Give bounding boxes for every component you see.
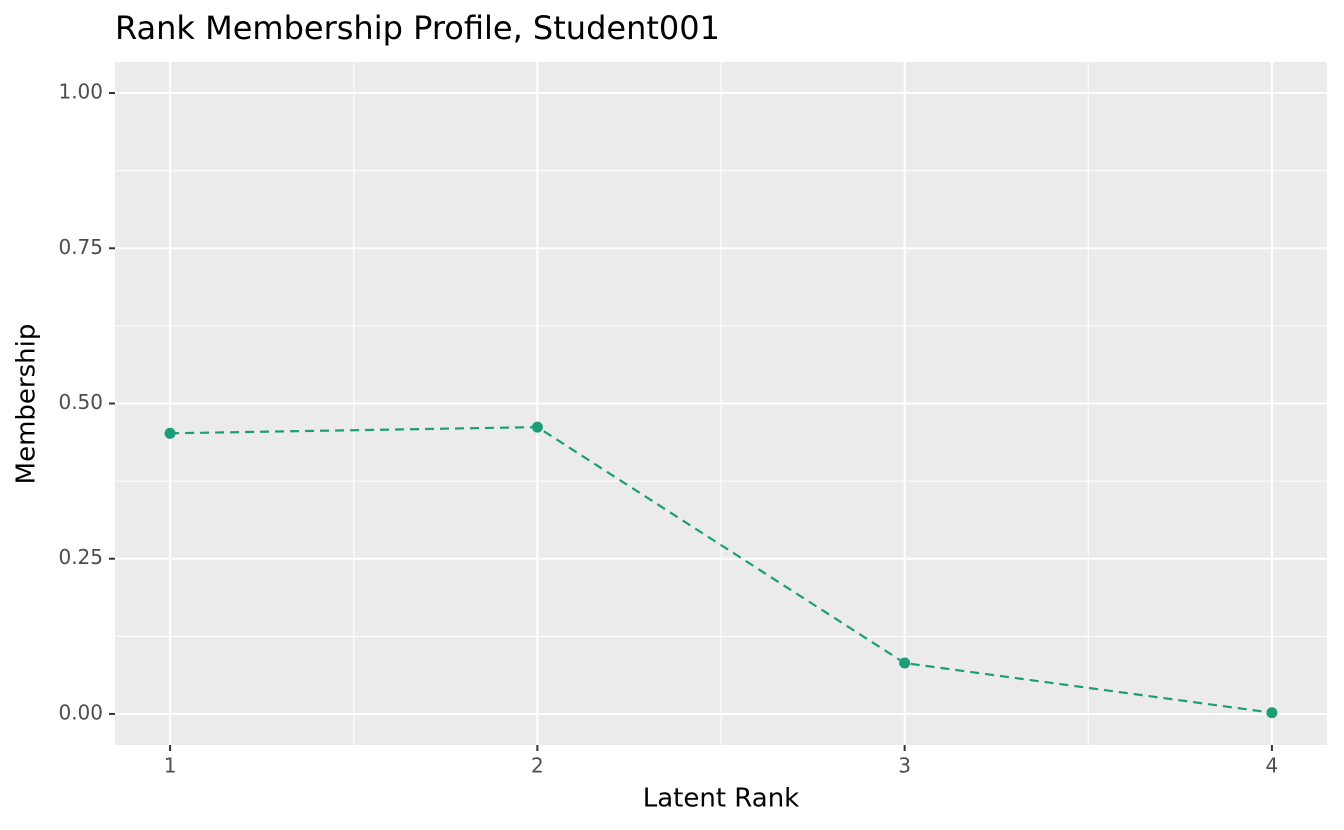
y-tick-label: 0.00 [58, 700, 103, 724]
point [164, 427, 176, 439]
x-axis-title: Latent Rank [643, 784, 800, 814]
y-tick-label: 0.50 [58, 390, 103, 414]
y-tick-label: 1.00 [58, 80, 103, 104]
y-tick-label: 0.25 [58, 545, 103, 569]
y-tick-label: 0.75 [58, 235, 103, 259]
x-tick-label: 2 [531, 754, 544, 778]
x-tick-label: 4 [1266, 754, 1279, 778]
point [1266, 707, 1278, 719]
x-tick-label: 1 [164, 754, 177, 778]
chart-title: Rank Membership Profile, Student001 [115, 9, 720, 47]
point [899, 657, 911, 669]
point [531, 421, 543, 433]
y-axis-title: Membership [12, 324, 42, 485]
x-tick-label: 3 [898, 754, 911, 778]
series-line [170, 425, 1273, 714]
